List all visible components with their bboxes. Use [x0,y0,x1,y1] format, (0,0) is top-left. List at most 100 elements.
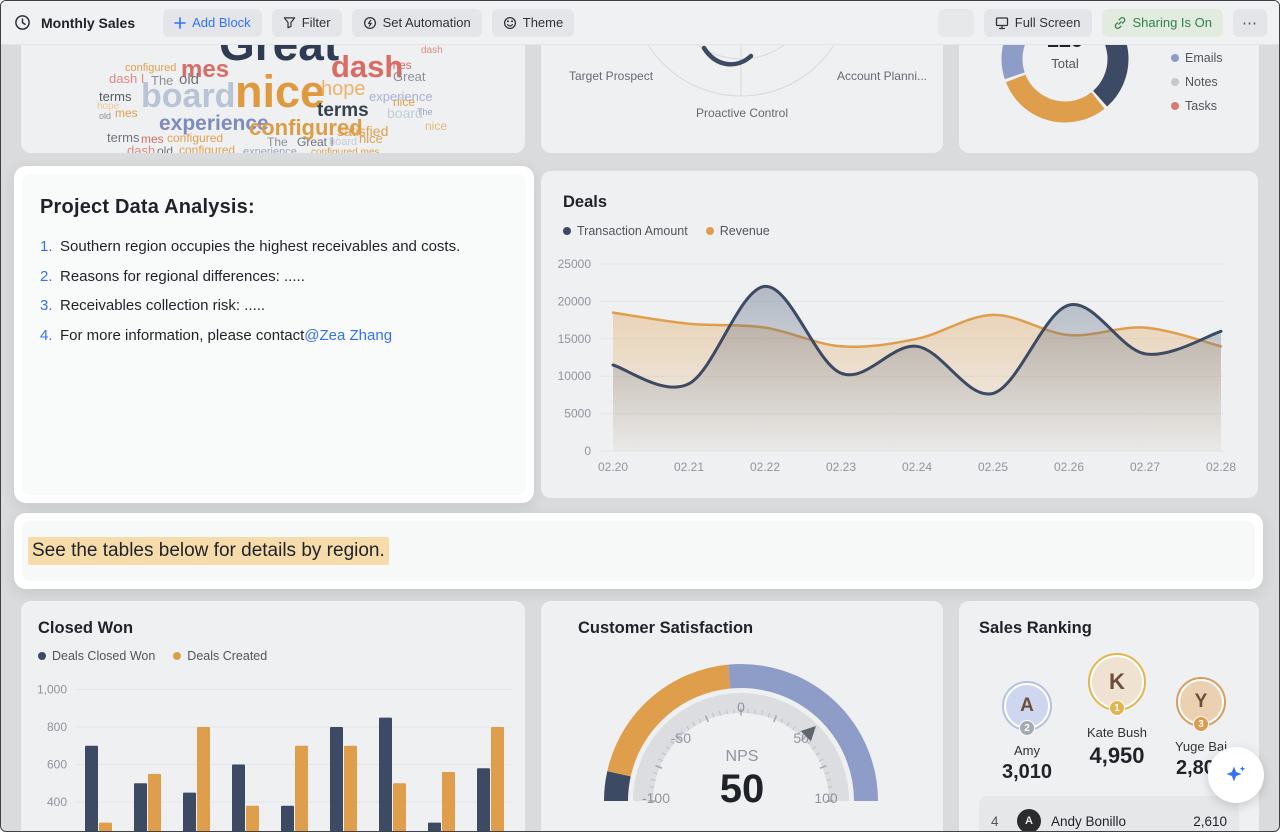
series-line [611,311,1223,348]
legend-label: Deals Created [187,649,268,663]
deals-legend-item[interactable]: Revenue [705,224,770,238]
y-axis-tick-label: 0 [584,444,591,458]
x-axis-tick-label: 02.27 [1130,460,1160,474]
closed-won-chart-card: Closed Won Deals Closed Won Deals Created… [21,601,525,831]
area-fill [613,286,1221,451]
radar-axis-label-left: Target Prospect [569,69,654,83]
wordcloud-word: nice [425,119,448,133]
y-axis-tick-label: 1,000 [37,683,67,697]
x-axis-tick-label: 02.21 [674,460,704,474]
list-item-text: For more information, please contact [60,326,305,344]
bar-deals-created [246,805,259,831]
wordcloud-word: mes [115,106,138,120]
analysis-list-item: 2. Reasons for regional differences: ....… [40,262,508,292]
analysis-list-item: 4. For more information, please contact @… [40,321,508,351]
donut-legend: Emails Notes Tasks [1171,51,1223,113]
theme-button[interactable]: Theme [491,8,575,37]
radar-axis-label-right: Account Planni... [836,69,927,83]
wordcloud-word: nice [359,131,383,146]
bar-deals-closed-won [330,727,343,831]
y-axis-tick-label: 400 [47,795,67,809]
wordcloud-word: The [417,107,433,117]
closed-won-legend-item[interactable]: Deals Closed Won [38,649,155,663]
satisfaction-gauge-card: Customer Satisfaction -100 -50 0 50 100 NPS … [541,601,943,831]
set-automation-button[interactable]: Set Automation [351,8,482,37]
donut-total-value: 129 [1015,45,1115,53]
x-axis-tick-label: 02.24 [902,460,932,474]
gauge-tick-label: 0 [737,699,745,715]
list-item-number: 3. [40,297,53,314]
closed-won-legend-item[interactable]: Deals Created [173,649,267,663]
gauge-tick-label: 100 [814,790,838,806]
y-axis-tick-label: 10000 [558,369,592,383]
filter-button[interactable]: Filter [271,8,342,37]
wordcloud-word: nice [393,95,416,109]
wordcloud-word: board [387,105,423,121]
ranking-row[interactable]: 4 A Andy Bonillo 2,610 [991,804,1227,831]
wordcloud-word: configured [179,143,236,153]
bar-deals-closed-won [428,822,441,831]
row-avatar: A [1017,809,1041,831]
full-screen-button[interactable]: Full Screen [983,8,1092,37]
history-clock-icon[interactable] [13,14,31,32]
donut-total-label: Total [1051,56,1079,71]
gauge-needle [800,726,816,742]
deals-area-chart: 0 5000 10000 15000 20000 25000 02.20 02.21 02.22… [558,257,1237,474]
full-screen-icon [995,16,1008,29]
bar-deals-created [393,783,406,831]
wordcloud-word: board [141,77,236,115]
toolbar-collapsed-button[interactable] [937,8,974,37]
x-axis-tick-label: 02.20 [598,460,628,474]
plus-icon [174,16,186,29]
wordcloud-word: configured [249,115,363,140]
list-item-number: 4. [40,326,53,344]
radar-chart-card: Target Prospect Account Planni... Proact… [541,45,943,153]
ai-assistant-button[interactable] [1208,747,1264,803]
podium-value: 3,010 [1001,761,1053,783]
legend-label: Tasks [1185,99,1217,113]
podium-person-rank-1[interactable]: K 1 Kate Bush 4,950 [1077,653,1157,769]
deals-chart-card: Deals Transaction Amount Revenue 0 5000 100… [541,171,1258,498]
gauge-band-segment [607,664,731,777]
legend-label: Notes [1185,75,1218,89]
legend-dot [38,652,46,660]
bar-deals-created [491,727,504,831]
gauge-band-segment [728,664,878,802]
podium-name: Yuge Bai [1174,739,1228,754]
banner-text-card[interactable]: See the tables below for details by regi… [14,513,1263,589]
activity-legend-item[interactable]: Notes [1171,75,1223,89]
podium-person-rank-2[interactable]: A 2 Amy 3,010 [987,681,1067,784]
closed-won-chart-title: Closed Won [38,619,134,637]
sharing-button[interactable]: Sharing Is On [1101,8,1223,37]
deals-legend-item[interactable]: Transaction Amount [563,224,688,238]
activity-legend-item[interactable]: Tasks [1171,99,1223,113]
podium-value: 4,950 [1089,743,1145,768]
wordcloud-word: old [179,71,200,88]
legend-dot [173,652,182,660]
y-axis-tick-label: 25000 [558,257,592,271]
podium-name: Amy [1014,743,1040,758]
y-axis-tick-label: 15000 [558,332,592,346]
analysis-list-item: 3. Receivables collection risk: ..... [40,291,508,321]
wordcloud-word: terms [317,100,369,121]
bar-deals-closed-won [232,764,245,831]
wordcloud-word: dash [421,45,443,56]
legend-dot [563,227,571,235]
mention-link[interactable]: @Zea Zhang [304,326,393,344]
list-item-text: Southern region occupies the highest rec… [60,238,461,255]
activity-legend-item[interactable]: Emails [1171,51,1223,65]
bar-deals-closed-won [85,745,98,831]
sales-ranking-title: Sales Ranking [979,619,1092,637]
analysis-text-card[interactable]: Project Data Analysis: 1. Southern region… [14,166,534,503]
add-block-button[interactable]: Add Block [163,8,262,37]
more-options-button[interactable]: ⋯ [1233,8,1267,37]
y-axis-tick-label: 600 [47,758,67,772]
wordcloud-word: mes [141,132,164,146]
gauge-metric-label: NPS [725,748,759,765]
y-axis-tick-label: 20000 [558,294,592,308]
wordcloud-word: mes [389,58,412,72]
bar-deals-created [344,745,357,831]
